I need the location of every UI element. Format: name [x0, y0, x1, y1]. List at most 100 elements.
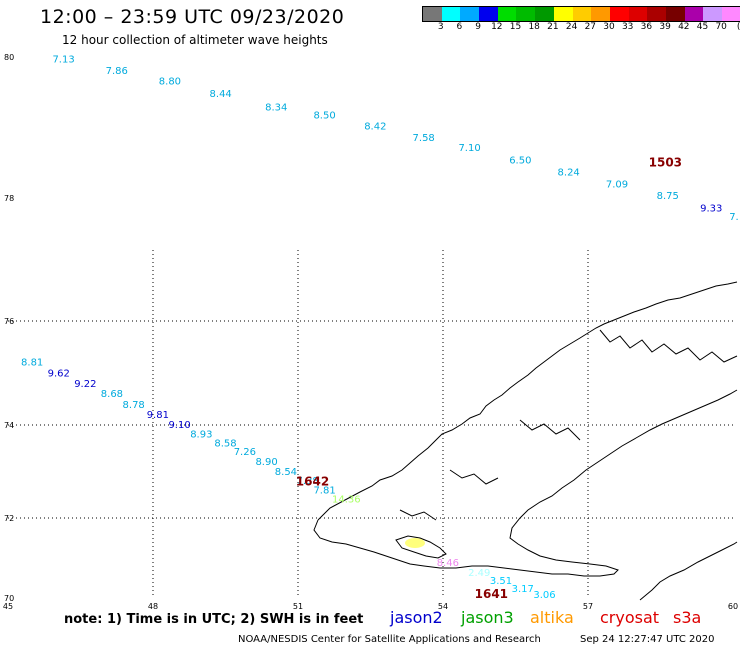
swh-value: 8.90 [255, 457, 277, 468]
lat-lon-grid [8, 250, 733, 598]
altika-swh-patch [405, 538, 425, 548]
legend-label: 6 [456, 22, 463, 32]
lon-tick-label: 57 [583, 602, 593, 611]
legend-label: 42 [678, 22, 690, 32]
swh-value: 3.17 [512, 584, 534, 595]
map-subtitle: 12 hour collection of altimeter wave hei… [62, 33, 328, 47]
footer-note: note: 1) Time is in UTC; 2) SWH is in fe… [64, 612, 364, 627]
swh-value: 7.10 [458, 143, 480, 154]
color-scale-legend [422, 6, 740, 22]
lon-tick-label: 48 [148, 602, 158, 611]
swh-value: 9.22 [74, 379, 96, 390]
swh-value: 3.06 [533, 590, 555, 601]
lat-tick-label: 76 [4, 317, 14, 326]
swh-value: 7.38 [297, 476, 319, 487]
legend-swatch [609, 7, 629, 21]
legend-label: 3 [437, 22, 444, 32]
satellite-jason2: jason2 [390, 608, 443, 627]
legend-label: 21 [547, 22, 559, 32]
lat-tick-label: 78 [4, 194, 14, 203]
track-id-label: 1642 [296, 474, 329, 488]
legend-swatch [460, 7, 480, 21]
legend-swatch [703, 7, 722, 21]
swh-value: 7.09 [606, 179, 628, 190]
swh-value: 7.13 [52, 55, 74, 66]
legend-swatch [535, 7, 554, 21]
lon-tick-label: 45 [3, 602, 13, 611]
swh-value: 8.81 [21, 358, 43, 369]
lon-tick-label: 54 [438, 602, 448, 611]
swh-value: 6.50 [509, 155, 531, 166]
swh-value: 14.36 [332, 495, 361, 506]
satellite-jason3: jason3 [461, 608, 514, 627]
generated-timestamp: Sep 24 12:27:47 UTC 2020 [580, 634, 715, 645]
swh-value: 7.26 [234, 447, 256, 458]
island-kolguev [395, 535, 447, 559]
satellite-s3a: s3a [673, 608, 702, 627]
legend-swatch [516, 7, 536, 21]
legend-label: 15 [509, 22, 522, 32]
swh-value: 8.58 [214, 438, 236, 449]
legend-label: 36 [640, 22, 653, 32]
track-ids: 1503 1642 1641 [296, 155, 682, 601]
legend-label: 12 [491, 22, 503, 32]
swh-value: 8.80 [159, 76, 181, 87]
swh-value: 7.81 [313, 485, 335, 496]
swh-value: 9.81 [147, 410, 169, 421]
legend-swatch [423, 7, 442, 21]
legend-label: 27 [584, 22, 597, 32]
swh-value: 8.78 [123, 400, 145, 411]
satellite-altika: altika [530, 608, 574, 627]
coastline-fjords [399, 329, 738, 521]
lat-tick-label: 70 [4, 594, 14, 603]
legend-swatch [722, 7, 740, 21]
coastline-novaya-zemlya [317, 281, 738, 521]
legend-swatch [441, 7, 461, 21]
legend-swatch [479, 7, 498, 21]
swh-value: 8.42 [364, 122, 386, 133]
swh-value: 8.44 [210, 89, 232, 100]
swh-value: 7.86 [106, 66, 128, 77]
axis-tick-labels: 45 48 51 54 57 60 80 78 76 74 72 70 [3, 53, 738, 611]
swh-value: 8.93 [190, 430, 212, 441]
satellite-cryosat: cryosat [600, 608, 660, 627]
lat-tick-label: 74 [4, 421, 14, 430]
legend-swatch [665, 7, 685, 21]
legend-label: 39 [659, 22, 671, 32]
legend-label: 45 [696, 22, 709, 32]
swh-value: 8.75 [657, 191, 679, 202]
swh-value: 8.54 [275, 467, 297, 478]
legend-swatch [684, 7, 704, 21]
legend-label: 70 [715, 22, 727, 32]
swh-value: 7. [729, 212, 739, 223]
swh-value: 2.49 [468, 568, 490, 579]
credit-line: NOAA/NESDIS Center for Satellite Applica… [238, 634, 541, 645]
legend-label: 33 [621, 22, 634, 32]
legend-unit: (ft) [737, 22, 740, 32]
swh-value: 9.10 [168, 420, 190, 431]
legend-label: 24 [565, 22, 578, 32]
coastline-novaya-zemlya-south [313, 389, 738, 577]
legend-swatch [647, 7, 666, 21]
lat-tick-label: 72 [4, 514, 14, 523]
lat-tick-label: 80 [4, 53, 14, 62]
swh-values: 7.13 7.86 8.80 8.44 8.34 8.50 8.42 7.58 7.10 6.50… [21, 55, 739, 601]
swh-value: 3.51 [490, 576, 512, 587]
legend-swatch [572, 7, 592, 21]
legend-swatch [553, 7, 573, 21]
lon-tick-label: 51 [293, 602, 303, 611]
legend-label: 9 [475, 22, 481, 32]
swh-value: 7.58 [413, 133, 435, 144]
swh-value: 8.68 [101, 389, 123, 400]
track-id-label: 1641 [475, 587, 508, 601]
legend-swatch [497, 7, 517, 21]
swh-value: 8.50 [313, 110, 335, 121]
coastline-mainland [639, 541, 738, 601]
swh-value: 8.46 [437, 558, 459, 569]
track-id-label: 1503 [649, 155, 682, 169]
legend-swatch [628, 7, 648, 21]
swh-value: 9.33 [700, 204, 722, 215]
legend-label: 30 [603, 22, 615, 32]
